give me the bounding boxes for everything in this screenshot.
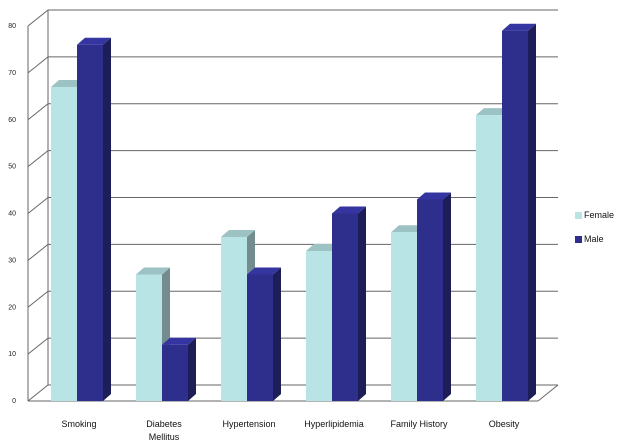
legend-label-male: Male (584, 234, 604, 244)
bar-female-0 (51, 86, 77, 401)
bar-side (528, 23, 536, 401)
bar-side (443, 192, 451, 401)
bar-top (51, 79, 85, 87)
floor-edge (537, 384, 559, 402)
bar-top (306, 244, 340, 251)
legend-item-male: Male (575, 232, 614, 246)
gridline-slant (27, 384, 49, 402)
legend-swatch-female (575, 211, 582, 219)
legend-swatch-male (575, 235, 582, 243)
legend-item-female: Female (575, 208, 614, 222)
y-tick-label: 20 (8, 304, 16, 311)
legend-label-female: Female (584, 210, 615, 220)
gridline-slant (27, 56, 49, 74)
bar-male-1 (162, 344, 188, 401)
chart-labels: 0 10 20 30 40 50 60 70 80 Smoking Diabetes Mellitus… (8, 23, 520, 442)
bar-top (136, 267, 170, 275)
bar-female-5 (476, 115, 502, 401)
x-tick-label: Obesity (489, 419, 520, 429)
bar-male-5 (502, 30, 528, 401)
bar-top (247, 267, 281, 275)
gridline-slant (27, 9, 49, 27)
gridline-slant (27, 197, 49, 214)
bar-top (221, 229, 255, 237)
y-tick-label: 40 (8, 211, 16, 218)
gridline-slant (27, 337, 49, 355)
bar-side (188, 337, 196, 401)
x-tick-label: Hypertension (222, 419, 275, 429)
y-tick-label: 30 (8, 257, 16, 264)
bar-top (391, 225, 425, 233)
chart-bars (51, 23, 536, 401)
x-tick-label: Hyperlipidemia (304, 419, 364, 429)
bar-female-3 (306, 251, 332, 401)
gridline-slant (27, 290, 49, 308)
bar-top (476, 108, 510, 116)
chart-legend: Female Male (575, 208, 614, 256)
bar-male-2 (247, 274, 273, 401)
bar-top (162, 337, 196, 345)
y-tick-label: 60 (8, 117, 16, 124)
bar-top (332, 206, 366, 214)
x-tick-label: Family History (390, 419, 448, 429)
bar-side (273, 267, 281, 401)
bar-top (502, 23, 536, 31)
bar-male-4 (417, 199, 443, 401)
bar-side (358, 206, 366, 401)
bar-top (417, 192, 451, 200)
y-tick-label: 50 (8, 164, 16, 171)
gridline-slant (27, 103, 49, 121)
bar-female-4 (391, 232, 417, 401)
y-tick-label: 80 (8, 23, 16, 30)
x-tick-label: Smoking (61, 419, 96, 429)
bar-male-3 (332, 213, 358, 401)
gridline-slant (27, 150, 49, 168)
bar-side (103, 37, 111, 401)
gridline-slant (27, 243, 49, 261)
bar-male-0 (77, 44, 103, 401)
bar-top (77, 37, 111, 45)
y-tick-label: 70 (8, 70, 16, 77)
chart-gridlines (27, 9, 559, 402)
bar-female-1 (136, 274, 162, 401)
x-tick-label: Diabetes Mellitus (146, 419, 182, 442)
y-tick-label: 0 (12, 398, 16, 405)
y-tick-label: 10 (8, 351, 16, 358)
bar-female-2 (221, 236, 247, 401)
